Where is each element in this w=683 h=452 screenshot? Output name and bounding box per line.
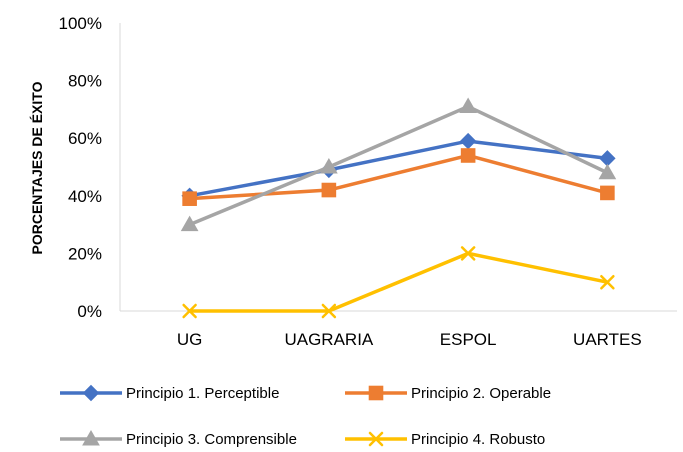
data-point-marker	[182, 303, 197, 319]
legend-item: Principio 3. Comprensible	[60, 429, 297, 448]
y-tick-label: 20%	[68, 244, 102, 263]
data-point-marker	[600, 185, 615, 201]
data-point-marker	[459, 132, 477, 150]
legend-item: Principio 2. Operable	[345, 385, 551, 402]
legend-swatch-marker	[82, 384, 100, 402]
legend-swatch-marker	[368, 385, 384, 401]
y-tick-label: 0%	[77, 302, 102, 321]
legend-swatch-marker	[368, 431, 384, 447]
data-point-marker	[459, 97, 477, 114]
legend-label: Principio 2. Operable	[411, 385, 551, 402]
data-point-marker	[600, 274, 615, 290]
series-group	[180, 97, 617, 319]
data-point-marker	[182, 191, 197, 206]
data-point-marker	[598, 163, 617, 180]
series-3	[180, 97, 617, 232]
y-axis-label: PORCENTAJES DE ÉXITO	[29, 81, 45, 254]
data-point-marker	[320, 157, 338, 174]
legend-swatch-marker	[82, 429, 100, 446]
legend-label: Principio 3. Comprensible	[126, 431, 297, 448]
data-point-marker	[460, 246, 476, 261]
data-point-marker	[321, 182, 337, 198]
legend-item: Principio 1. Perceptible	[60, 384, 279, 402]
legend-label: Principio 1. Perceptible	[126, 385, 279, 402]
y-tick-label: 80%	[68, 72, 102, 91]
data-point-marker	[460, 148, 476, 163]
legend-item: Principio 4. Robusto	[345, 431, 545, 448]
series-line	[187, 104, 610, 227]
x-tick-label: UARTES	[573, 330, 642, 349]
y-tick-label: 40%	[68, 187, 102, 206]
y-tick-label: 100%	[59, 14, 102, 33]
data-point-marker	[180, 215, 199, 232]
series-line	[187, 139, 610, 198]
series-4	[182, 246, 615, 319]
x-tick-label: UG	[177, 330, 203, 349]
x-tick-label: ESPOL	[440, 330, 497, 349]
y-axis: 0% 20% 40% 60% 80% 100%	[59, 14, 102, 321]
legend: Principio 1. Perceptible Principio 2. Ope…	[60, 384, 551, 448]
series-line	[187, 251, 610, 313]
data-point-marker	[599, 150, 616, 167]
data-point-marker	[321, 303, 337, 319]
series-line	[187, 153, 610, 201]
y-tick-label: 60%	[68, 129, 102, 148]
x-axis: UG UAGRARIA ESPOL UARTES	[177, 330, 642, 349]
legend-label: Principio 4. Robusto	[411, 431, 545, 448]
x-tick-label: UAGRARIA	[284, 330, 373, 349]
